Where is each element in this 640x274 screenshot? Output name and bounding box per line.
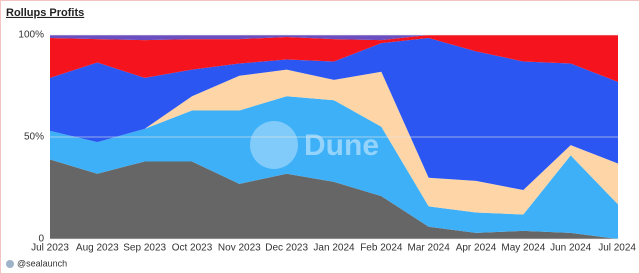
x-tick-label: May 2024 xyxy=(501,243,545,254)
x-tick-label: Oct 2023 xyxy=(172,243,213,254)
x-tick-label: Sep 2023 xyxy=(123,243,166,254)
area xyxy=(50,35,618,41)
watermark: Dune xyxy=(250,121,379,169)
footer-icon xyxy=(6,260,14,268)
area xyxy=(50,35,618,82)
footer: @sealaunch xyxy=(17,258,67,268)
x-tick-label: Jul 2023 xyxy=(31,243,69,254)
x-tick-label: Dec 2023 xyxy=(265,243,308,254)
plot-area xyxy=(50,35,618,239)
x-tick-label: Aug 2023 xyxy=(76,243,119,254)
x-tick-label: Jun 2024 xyxy=(550,243,592,254)
x-tick-label: Apr 2024 xyxy=(456,243,497,254)
area xyxy=(50,69,618,215)
watermark-logo xyxy=(250,121,298,169)
chart-title: Rollups Profits xyxy=(6,7,84,19)
y-tick-label: 100% xyxy=(18,30,44,41)
watermark-text: Dune xyxy=(304,129,379,162)
area xyxy=(50,159,618,239)
x-tick-label: Mar 2024 xyxy=(408,243,451,254)
x-tick-label: Jul 2024 xyxy=(598,243,636,254)
x-tick-label: Jan 2024 xyxy=(313,243,355,254)
x-tick-label: Nov 2023 xyxy=(218,243,261,254)
area xyxy=(50,38,618,191)
y-tick-label: 50% xyxy=(24,132,44,143)
area xyxy=(50,96,618,239)
y-tick-label: 0 xyxy=(38,234,44,245)
x-tick-label: Feb 2024 xyxy=(360,243,403,254)
